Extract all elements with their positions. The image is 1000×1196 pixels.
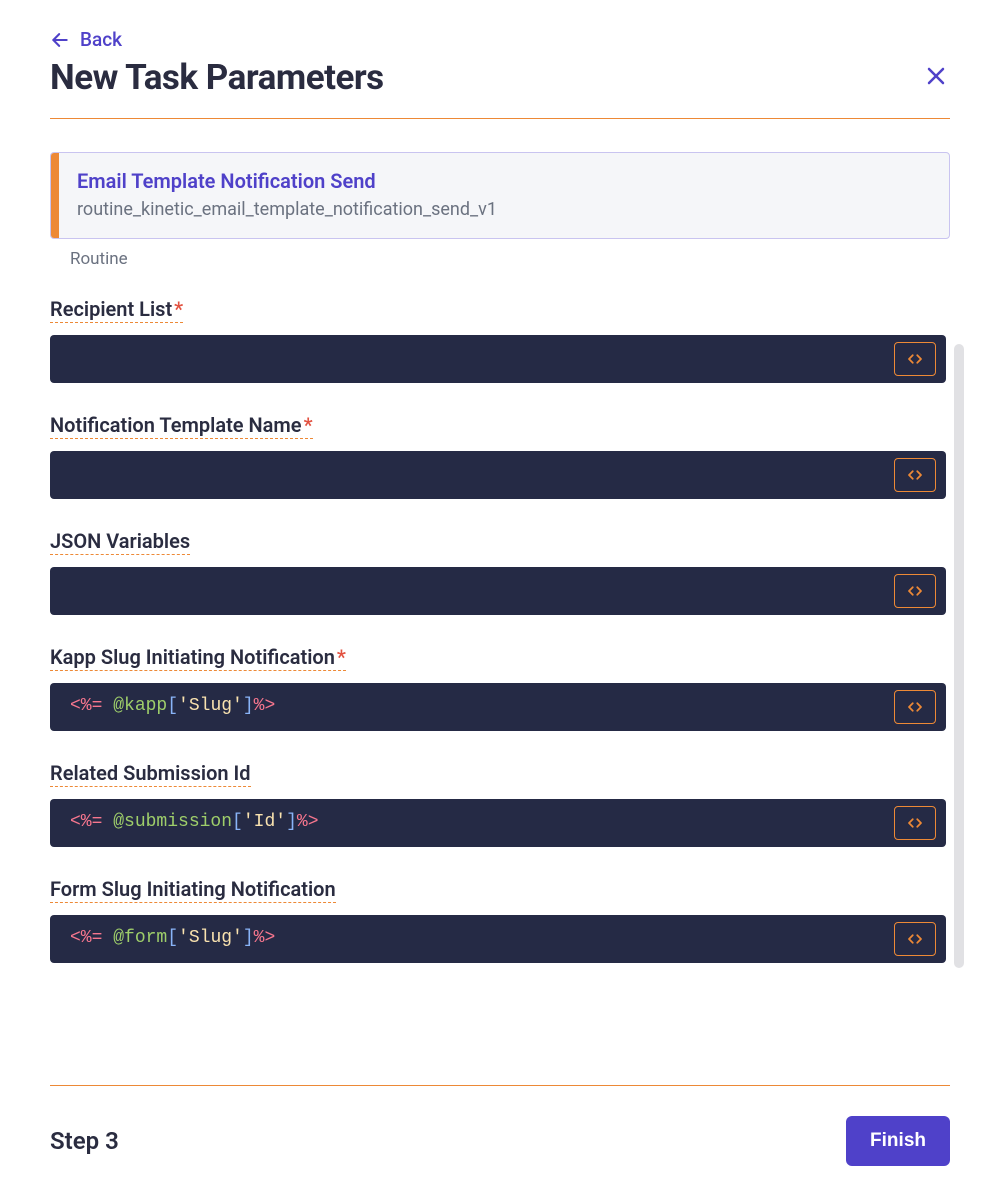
code-input[interactable]	[50, 451, 946, 499]
code-toggle-button[interactable]	[894, 458, 936, 492]
routine-card[interactable]: Email Template Notification Send routine…	[50, 152, 950, 239]
code-input[interactable]: <%= @form['Slug']%>	[50, 915, 946, 963]
finish-button[interactable]: Finish	[846, 1116, 950, 1166]
required-indicator: *	[304, 413, 313, 437]
routine-title: Email Template Notification Send	[77, 169, 497, 193]
field-label: Form Slug Initiating Notification	[50, 877, 336, 903]
code-icon	[904, 350, 926, 368]
header-divider	[50, 118, 950, 119]
code-content: <%= @kapp['Slug']%>	[70, 695, 275, 718]
code-input[interactable]	[50, 567, 946, 615]
parameter-field: Notification Template Name*	[50, 413, 946, 499]
parameter-field: Related Submission Id <%= @submission['Id…	[50, 761, 946, 847]
back-link[interactable]: Back	[50, 28, 122, 51]
page-title: New Task Parameters	[50, 57, 922, 98]
code-icon	[904, 814, 926, 832]
code-input[interactable]: <%= @submission['Id']%>	[50, 799, 946, 847]
field-label: Related Submission Id	[50, 761, 251, 787]
routine-slug: routine_kinetic_email_template_notificat…	[77, 199, 497, 220]
code-content: <%= @submission['Id']%>	[70, 811, 319, 834]
scrollbar[interactable]	[954, 344, 964, 968]
routine-accent-bar	[51, 153, 59, 238]
code-toggle-button[interactable]	[894, 690, 936, 724]
parameter-field: JSON Variables	[50, 529, 946, 615]
code-toggle-button[interactable]	[894, 922, 936, 956]
back-label: Back	[80, 28, 122, 51]
required-indicator: *	[174, 297, 183, 321]
parameter-field: Recipient List*	[50, 297, 946, 383]
parameter-field: Kapp Slug Initiating Notification* <%= @k…	[50, 645, 946, 731]
code-content: <%= @form['Slug']%>	[70, 927, 275, 950]
field-label: Notification Template Name*	[50, 413, 313, 439]
code-toggle-button[interactable]	[894, 806, 936, 840]
code-input[interactable]	[50, 335, 946, 383]
code-toggle-button[interactable]	[894, 342, 936, 376]
arrow-left-icon	[50, 30, 70, 50]
field-label: Recipient List*	[50, 297, 183, 323]
required-indicator: *	[337, 645, 346, 669]
code-toggle-button[interactable]	[894, 574, 936, 608]
code-icon	[904, 930, 926, 948]
close-icon	[924, 64, 948, 88]
field-label: JSON Variables	[50, 529, 190, 555]
step-label: Step 3	[50, 1127, 119, 1155]
code-input[interactable]: <%= @kapp['Slug']%>	[50, 683, 946, 731]
close-button[interactable]	[922, 62, 950, 90]
code-icon	[904, 582, 926, 600]
parameter-field: Form Slug Initiating Notification <%= @fo…	[50, 877, 946, 963]
routine-caption: Routine	[70, 249, 950, 269]
code-icon	[904, 698, 926, 716]
code-icon	[904, 466, 926, 484]
parameters-form: Recipient List* Notification Template Nam…	[50, 297, 950, 1085]
field-label: Kapp Slug Initiating Notification*	[50, 645, 346, 671]
